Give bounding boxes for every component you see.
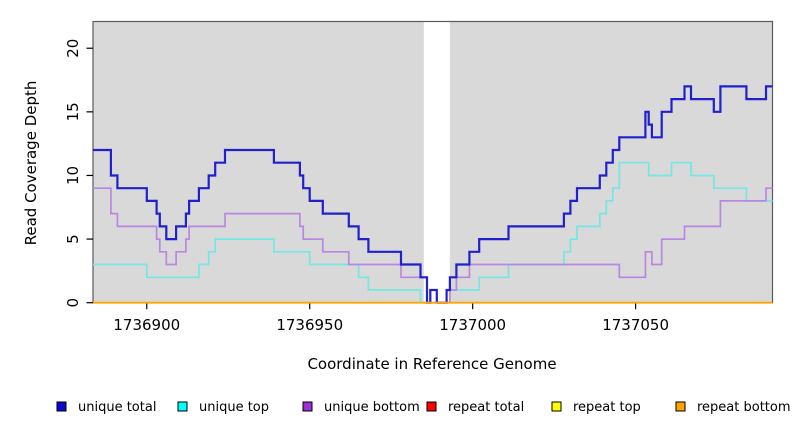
y-tick-label: 20 xyxy=(64,39,82,58)
legend-label-repeat-top: repeat top xyxy=(573,400,641,415)
y-tick-label: 0 xyxy=(64,298,82,308)
y-axis-title: Read Coverage Depth xyxy=(22,81,40,246)
x-tick-label: 1737050 xyxy=(602,316,669,334)
y-tick-label: 5 xyxy=(64,234,82,244)
legend: unique total unique top unique bottom repea… xyxy=(56,400,791,415)
x-tick-label: 1736900 xyxy=(113,316,180,334)
legend-item-repeat-bottom: repeat bottom xyxy=(675,400,791,415)
legend-swatch-repeat-total xyxy=(426,401,437,412)
legend-item-repeat-total: repeat total xyxy=(426,400,524,415)
legend-swatch-unique-top xyxy=(177,401,188,412)
highlight-band xyxy=(423,19,450,303)
legend-swatch-repeat-top xyxy=(551,401,562,412)
y-tick-label: 15 xyxy=(64,102,82,121)
legend-swatch-unique-bottom xyxy=(302,401,313,412)
legend-label-unique-top: unique top xyxy=(199,400,269,415)
y-tick-label: 10 xyxy=(64,166,82,185)
x-axis-title: Coordinate in Reference Genome xyxy=(307,355,556,373)
legend-label-unique-bottom: unique bottom xyxy=(324,400,420,415)
legend-item-unique-total: unique total xyxy=(56,400,156,415)
legend-item-unique-bottom: unique bottom xyxy=(302,400,420,415)
series-line-unique-total xyxy=(93,85,773,304)
legend-label-repeat-bottom: repeat bottom xyxy=(697,400,791,415)
legend-label-unique-total: unique total xyxy=(78,400,156,415)
legend-item-repeat-top: repeat top xyxy=(551,400,641,415)
legend-label-repeat-total: repeat total xyxy=(448,400,524,415)
legend-item-unique-top: unique top xyxy=(177,400,269,415)
x-tick-label: 1736950 xyxy=(276,316,343,334)
series-line-unique-bottom xyxy=(93,187,773,304)
legend-swatch-unique-total xyxy=(56,401,67,412)
x-tick-label: 1737000 xyxy=(439,316,506,334)
legend-swatch-repeat-bottom xyxy=(675,401,686,412)
